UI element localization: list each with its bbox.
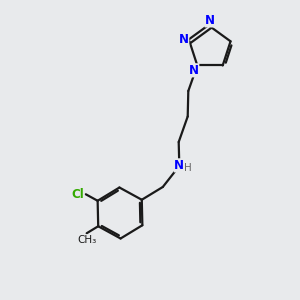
Text: N: N <box>174 159 184 172</box>
Text: N: N <box>189 64 199 77</box>
Text: CH₃: CH₃ <box>77 235 96 245</box>
Text: N: N <box>179 33 189 46</box>
Text: N: N <box>205 14 215 27</box>
Text: Cl: Cl <box>71 188 84 201</box>
Text: H: H <box>184 163 192 173</box>
